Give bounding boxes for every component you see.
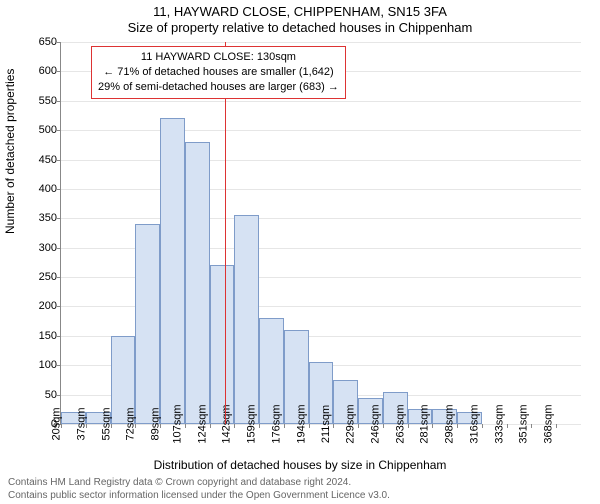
footer-attribution: Contains HM Land Registry data © Crown c…	[8, 477, 390, 502]
ytick-label: 650	[39, 36, 61, 48]
ytick-label: 350	[39, 212, 61, 224]
xtick-label: 263sqm	[390, 404, 406, 443]
xtick-label: 351sqm	[514, 404, 530, 443]
xtick-label: 333sqm	[489, 404, 505, 443]
footer-line2: Contains public sector information licen…	[8, 490, 390, 503]
xtick-label: 176sqm	[266, 404, 282, 443]
xtick-label: 89sqm	[146, 407, 162, 440]
xtick-label: 55sqm	[96, 407, 112, 440]
annotation-line3: 29% of semi-detached houses are larger (…	[98, 80, 339, 95]
xtick-label: 194sqm	[291, 404, 307, 443]
xtick-mark	[432, 424, 433, 428]
xtick-mark	[531, 424, 532, 428]
xtick-label: 246sqm	[365, 404, 381, 443]
histogram-bar	[234, 215, 259, 424]
gridline	[61, 101, 581, 102]
xtick-mark	[358, 424, 359, 428]
page-title-address: 11, HAYWARD CLOSE, CHIPPENHAM, SN15 3FA	[0, 4, 600, 19]
gridline	[61, 218, 581, 219]
ytick-label: 550	[39, 95, 61, 107]
ytick-label: 450	[39, 154, 61, 166]
xtick-mark	[482, 424, 483, 428]
ytick-label: 300	[39, 242, 61, 254]
ytick-label: 200	[39, 300, 61, 312]
xtick-mark	[333, 424, 334, 428]
xtick-label: 124sqm	[192, 404, 208, 443]
xtick-label: 159sqm	[242, 404, 258, 443]
ytick-label: 400	[39, 183, 61, 195]
xtick-mark	[309, 424, 310, 428]
xtick-mark	[234, 424, 235, 428]
xtick-mark	[210, 424, 211, 428]
xtick-mark	[408, 424, 409, 428]
xtick-mark	[259, 424, 260, 428]
ytick-label: 250	[39, 271, 61, 283]
footer-line1: Contains HM Land Registry data © Crown c…	[8, 477, 390, 490]
histogram-bar	[210, 265, 235, 424]
xtick-label: 316sqm	[464, 404, 480, 443]
xtick-mark	[507, 424, 508, 428]
gridline	[61, 189, 581, 190]
gridline	[61, 130, 581, 131]
gridline	[61, 160, 581, 161]
xtick-mark	[383, 424, 384, 428]
x-axis-label: Distribution of detached houses by size …	[0, 458, 600, 472]
histogram-chart: 0501001502002503003504004505005506006502…	[60, 42, 581, 425]
xtick-mark	[284, 424, 285, 428]
xtick-mark	[185, 424, 186, 428]
ytick-label: 600	[39, 65, 61, 77]
xtick-mark	[556, 424, 557, 428]
ytick-label: 150	[39, 330, 61, 342]
xtick-label: 281sqm	[415, 404, 431, 443]
page-title-subtitle: Size of property relative to detached ho…	[0, 20, 600, 35]
ytick-label: 50	[45, 389, 61, 401]
annotation-box: 11 HAYWARD CLOSE: 130sqm← 71% of detache…	[91, 46, 346, 99]
xtick-label: 20sqm	[46, 407, 62, 440]
gridline	[61, 42, 581, 43]
histogram-bar	[135, 224, 160, 424]
xtick-label: 211sqm	[316, 405, 332, 443]
ytick-label: 100	[39, 359, 61, 371]
xtick-label: 368sqm	[539, 404, 555, 443]
histogram-bar	[160, 118, 185, 424]
xtick-label: 72sqm	[121, 407, 137, 440]
xtick-label: 229sqm	[341, 404, 357, 443]
xtick-label: 298sqm	[440, 404, 456, 443]
xtick-label: 107sqm	[167, 404, 183, 443]
ytick-label: 500	[39, 124, 61, 136]
annotation-line2: ← 71% of detached houses are smaller (1,…	[98, 65, 339, 80]
xtick-mark	[457, 424, 458, 428]
y-axis-label: Number of detached properties	[3, 69, 17, 234]
histogram-bar	[185, 142, 210, 424]
annotation-line1: 11 HAYWARD CLOSE: 130sqm	[98, 50, 339, 65]
reference-line	[225, 42, 226, 424]
xtick-label: 37sqm	[71, 407, 87, 440]
